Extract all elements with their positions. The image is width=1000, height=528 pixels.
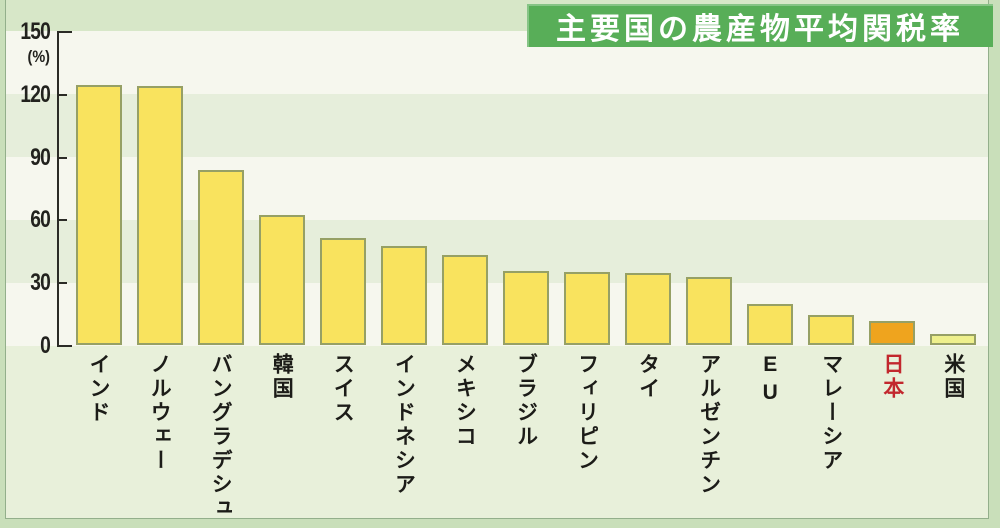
category-label-column: 韓国 bbox=[251, 353, 312, 401]
category-label-インド: インド bbox=[87, 353, 111, 425]
y-tick-label: 120 bbox=[20, 80, 50, 108]
axis-segment bbox=[59, 219, 67, 222]
category-label-column: 米国 bbox=[923, 353, 984, 401]
bars-row bbox=[68, 31, 984, 345]
axis-segment bbox=[59, 31, 72, 33]
bar-アルゼンチン bbox=[686, 277, 733, 345]
category-label-マレーシア: マレーシア bbox=[819, 353, 843, 473]
category-label-column: フィリピン bbox=[557, 353, 618, 473]
bar-column bbox=[68, 31, 129, 345]
category-label-column: マレーシア bbox=[801, 353, 862, 473]
bar-column bbox=[923, 31, 984, 345]
bar-スイス bbox=[319, 238, 366, 345]
category-label-EU: EU bbox=[758, 353, 782, 409]
bar-column bbox=[434, 31, 495, 345]
bar-インド bbox=[75, 84, 122, 345]
axis-segment bbox=[59, 156, 67, 159]
bar-ノルウェー bbox=[136, 86, 183, 345]
category-label-日本: 日本 bbox=[880, 353, 904, 401]
category-label-column: スイス bbox=[312, 353, 373, 425]
bar-フィリピン bbox=[564, 271, 611, 345]
bar-column bbox=[740, 31, 801, 345]
category-label-メキシコ: メキシコ bbox=[453, 353, 477, 449]
category-label-スイス: スイス bbox=[331, 353, 355, 425]
axis-segment bbox=[57, 31, 59, 347]
bar-column bbox=[251, 31, 312, 345]
y-axis-unit-label: (%) bbox=[27, 47, 50, 66]
bar-ブラジル bbox=[502, 271, 549, 345]
bar-column bbox=[495, 31, 556, 345]
bar-インドネシア bbox=[380, 246, 427, 345]
bar-column bbox=[679, 31, 740, 345]
category-label-ブラジル: ブラジル bbox=[514, 353, 538, 449]
category-labels-row: インド ノルウェー バングラデシュ 韓国 スイス インドネシア メキシコ ブラジル フィリピン タ… bbox=[68, 353, 984, 521]
category-label-アルゼンチン: アルゼンチン bbox=[697, 353, 721, 497]
bar-column bbox=[190, 31, 251, 345]
category-label-column: EU bbox=[740, 353, 801, 409]
axis-segment bbox=[59, 345, 72, 347]
y-tick-label: 150 bbox=[20, 18, 50, 45]
category-label-column: インド bbox=[68, 353, 129, 425]
bar-column bbox=[312, 31, 373, 345]
y-tick-label: 90 bbox=[30, 143, 51, 171]
y-tick-label: 60 bbox=[30, 206, 51, 234]
bar-タイ bbox=[625, 272, 672, 345]
bar-韓国 bbox=[258, 214, 305, 345]
axis-segment bbox=[59, 93, 67, 96]
bar-米国 bbox=[930, 333, 977, 345]
bar-column bbox=[373, 31, 434, 345]
bar-バングラデシュ bbox=[197, 169, 244, 345]
category-label-column: タイ bbox=[618, 353, 679, 401]
bar-column bbox=[618, 31, 679, 345]
bar-column bbox=[557, 31, 618, 345]
y-tick-label: 30 bbox=[30, 269, 51, 297]
category-label-column: メキシコ bbox=[434, 353, 495, 449]
category-label-column: バングラデシュ bbox=[190, 353, 251, 521]
y-tick-label: 0 bbox=[40, 332, 51, 359]
bar-column bbox=[129, 31, 190, 345]
category-label-フィリピン: フィリピン bbox=[575, 353, 599, 473]
bar-column bbox=[801, 31, 862, 345]
category-label-column: アルゼンチン bbox=[679, 353, 740, 497]
category-label-area bbox=[6, 346, 988, 518]
category-label-米国: 米国 bbox=[941, 353, 965, 401]
bar-マレーシア bbox=[808, 314, 855, 345]
bar-メキシコ bbox=[441, 255, 488, 345]
category-label-インドネシア: インドネシア bbox=[392, 353, 416, 497]
bar-EU bbox=[747, 304, 794, 345]
chart-panel: 150 120 90 60 30 0 (%) インド ノルウェー バングラデシュ 韓国 スイス イン… bbox=[5, 0, 989, 521]
category-label-バングラデシュ: バングラデシュ bbox=[209, 353, 233, 521]
category-label-column: 日本 bbox=[862, 353, 923, 401]
category-label-ノルウェー: ノルウェー bbox=[148, 353, 172, 473]
category-label-column: インドネシア bbox=[373, 353, 434, 497]
bar-日本 bbox=[869, 320, 916, 345]
axis-segment bbox=[59, 282, 67, 285]
bar-column bbox=[862, 31, 923, 345]
category-label-韓国: 韓国 bbox=[270, 353, 294, 401]
chart-title: 主要国の農産物平均関税率 bbox=[527, 4, 993, 47]
category-label-column: ノルウェー bbox=[129, 353, 190, 473]
category-label-column: ブラジル bbox=[495, 353, 556, 449]
category-label-タイ: タイ bbox=[636, 353, 660, 401]
